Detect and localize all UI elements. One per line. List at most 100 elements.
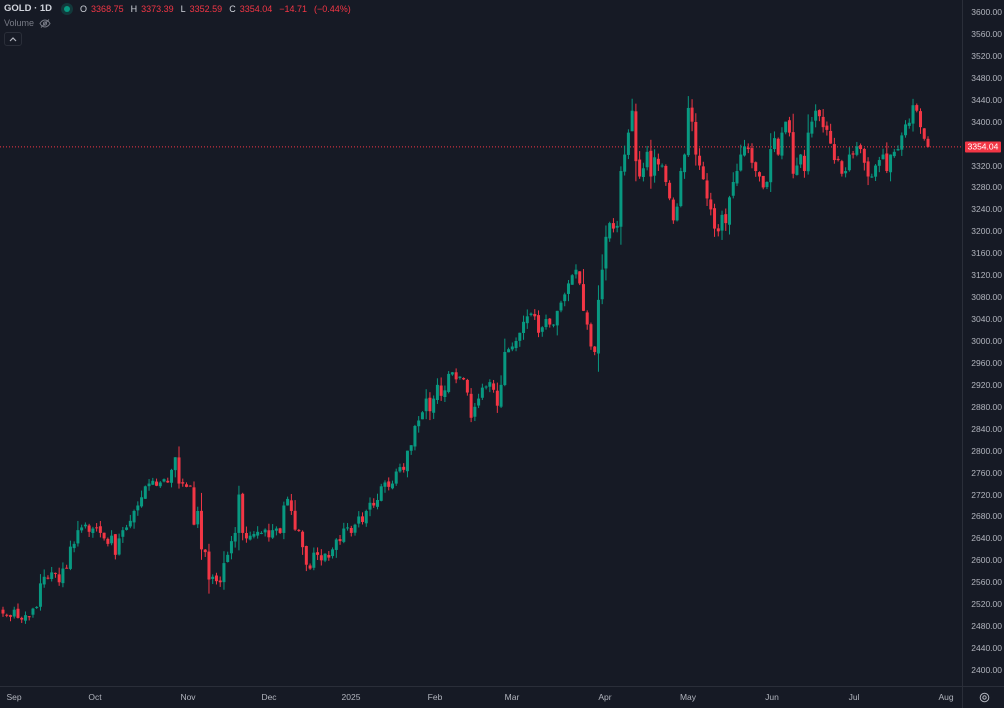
candle [229, 541, 233, 554]
price-tick-label: 3400.00 [971, 116, 1002, 127]
candle [162, 479, 166, 482]
candle [735, 171, 739, 184]
candle [866, 161, 870, 177]
price-tick-label: 2480.00 [971, 621, 1002, 632]
candle [522, 321, 526, 334]
price-tick-label: 3440.00 [971, 94, 1002, 105]
time-tick-label: Jun [765, 692, 779, 702]
candle [518, 332, 522, 341]
collapse-legend-button[interactable] [4, 32, 22, 46]
candle [653, 157, 657, 176]
candle [503, 351, 507, 386]
time-tick-label: Apr [598, 692, 612, 702]
candle [563, 294, 567, 302]
candle [42, 576, 46, 585]
symbol-title[interactable]: GOLD · 1D [4, 3, 53, 14]
candle [327, 554, 331, 558]
candle [817, 110, 821, 117]
candle [46, 577, 50, 579]
candle [435, 384, 439, 401]
symbol-legend: GOLD · 1D O 3368.75 H 3373.39 L 3352.59 C 33… [4, 3, 354, 14]
candle [203, 549, 207, 553]
price-tick-label: 2560.00 [971, 577, 1002, 588]
candle [432, 398, 436, 413]
candle [361, 516, 365, 522]
candle [218, 580, 222, 583]
open-value: 3368.75 [91, 3, 124, 14]
candle [53, 572, 57, 574]
candle [125, 527, 129, 530]
price-tick-label: 2720.00 [971, 489, 1002, 500]
eye-crossed-icon[interactable] [39, 18, 51, 28]
candle [16, 608, 20, 618]
candle [136, 505, 140, 511]
candle [188, 485, 192, 487]
candle [784, 121, 788, 133]
candle [31, 608, 35, 615]
price-tick-label: 2960.00 [971, 357, 1002, 368]
chart-canvas[interactable] [0, 0, 962, 686]
candle [439, 385, 443, 396]
candle [514, 341, 518, 349]
price-tick-label: 3480.00 [971, 72, 1002, 83]
candle [739, 154, 743, 171]
candle [110, 535, 114, 544]
volume-label[interactable]: Volume [4, 18, 35, 28]
candle [683, 154, 687, 173]
candle [390, 483, 394, 489]
candle [492, 383, 496, 390]
candle [372, 502, 376, 506]
candle [578, 271, 582, 284]
market-status-dot-icon [64, 5, 71, 12]
candle [259, 532, 263, 534]
candle [645, 151, 649, 168]
candle [113, 534, 117, 555]
candle [686, 107, 690, 156]
candle [428, 397, 432, 412]
candle [574, 269, 578, 275]
candle [469, 393, 473, 418]
candle [870, 176, 874, 178]
price-tick-label: 3320.00 [971, 160, 1002, 171]
price-tick-label: 3240.00 [971, 204, 1002, 215]
candle [589, 324, 593, 347]
chart-settings-button[interactable] [962, 686, 1004, 708]
candle [499, 384, 503, 407]
candle [95, 527, 99, 529]
price-tick-label: 3000.00 [971, 336, 1002, 346]
candle [566, 283, 570, 294]
price-tick-label: 2840.00 [971, 423, 1002, 434]
time-tick-label: Sep [6, 692, 22, 702]
candle [772, 138, 776, 150]
candle [847, 154, 851, 171]
candle [806, 132, 810, 172]
candle [83, 524, 87, 527]
candle [570, 275, 574, 285]
time-scale[interactable]: Sep Oct Nov Dec 2025 Feb Mar Apr May Jun Jul Aug [0, 686, 962, 708]
candle [8, 615, 12, 617]
price-tick-label: 3520.00 [971, 50, 1002, 61]
candle [544, 319, 548, 328]
candle [537, 315, 541, 333]
candle [282, 505, 286, 533]
candle [859, 145, 863, 150]
candle [724, 214, 728, 224]
candle [926, 138, 930, 147]
price-tick-label: 3120.00 [971, 270, 1002, 281]
candle [331, 549, 335, 557]
low-value: 3352.59 [189, 3, 223, 14]
candle [155, 481, 159, 486]
price-tick-label: 3200.00 [971, 226, 1002, 237]
candle [413, 425, 417, 447]
candle [196, 510, 200, 525]
price-tick-label: 2600.00 [971, 555, 1002, 566]
candle [297, 529, 301, 531]
candle [761, 175, 765, 188]
last-price-label: 3354.04 [965, 141, 1001, 153]
candle [769, 149, 773, 183]
candle [185, 484, 189, 487]
candle [844, 171, 848, 174]
candle [585, 312, 589, 325]
price-scale[interactable]: 3600.00 3560.00 3520.00 3480.00 3440.00 3400.… [962, 0, 1004, 686]
candle [593, 346, 597, 352]
